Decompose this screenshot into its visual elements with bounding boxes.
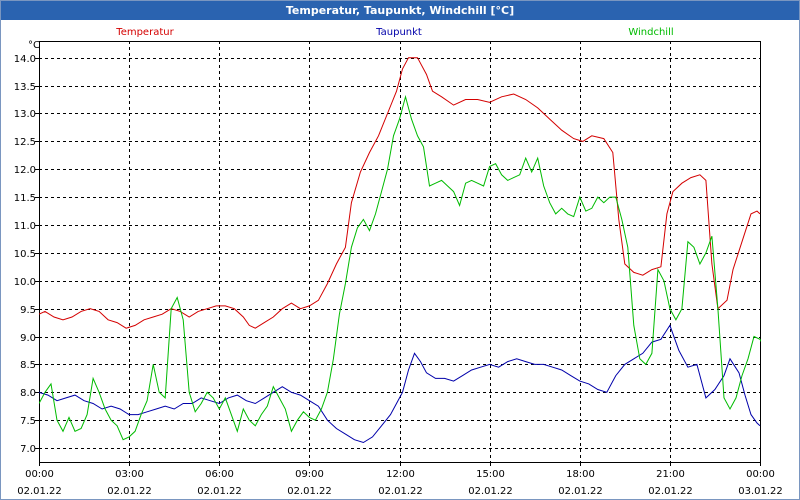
y-tick-label: 11.0 <box>14 221 36 232</box>
x-tick-time-label: 18:00 <box>566 469 595 480</box>
y-tick-label: 8.5 <box>20 360 36 371</box>
y-tick-label: 13.5 <box>14 82 36 93</box>
plot-border <box>39 41 761 463</box>
x-tick-date-label: 02.01.22 <box>558 486 603 497</box>
x-tick-time-label: 03:00 <box>115 469 144 480</box>
series-lines <box>39 57 761 444</box>
legend-taupunkt: Taupunkt <box>375 27 422 38</box>
x-tick-date-label: 02.01.22 <box>17 486 62 497</box>
x-tick-time-label: 00:00 <box>746 469 775 480</box>
y-tick-label: 10.0 <box>14 277 36 288</box>
x-tick-time-label: 15:00 <box>476 469 505 480</box>
x-tick-time-label: 00:00 <box>25 469 54 480</box>
x-tick-time-label: 12:00 <box>386 469 415 480</box>
y-tick-label: 14.0 <box>14 54 36 65</box>
x-tick-time-label: 09:00 <box>295 469 324 480</box>
y-tick-label: 11.5 <box>14 193 36 204</box>
y-tick-label: 13.0 <box>14 109 36 120</box>
x-tick-date-label: 02.01.22 <box>197 486 242 497</box>
x-tick-date-label: 02.01.22 <box>107 486 152 497</box>
series-line-taupunkt <box>39 324 761 444</box>
y-tick-label: 12.0 <box>14 165 36 176</box>
y-tick-label: 9.5 <box>20 305 36 316</box>
legend: Temperatur Taupunkt Windchill <box>115 27 673 38</box>
axes <box>35 41 761 466</box>
y-tick-label: 7.5 <box>20 416 36 427</box>
series-line-windchill <box>39 94 761 441</box>
x-tick-date-label: 02.01.22 <box>648 486 693 497</box>
y-tick-label: 12.5 <box>14 137 36 148</box>
series-line-temperatur <box>39 57 761 329</box>
x-tick-time-label: 06:00 <box>205 469 234 480</box>
x-tick-date-label: 02.01.22 <box>287 486 332 497</box>
grid <box>39 41 760 462</box>
y-axis-label: °C <box>28 40 40 51</box>
x-tick-date-label: 02.01.22 <box>468 486 513 497</box>
tick-labels: 7.0 7.5 8.0 8.5 9.0 9.5 10.0 10.5 11.0 11.5 12.0 12… <box>14 54 783 497</box>
legend-windchill: Windchill <box>628 27 673 38</box>
window-title: Temperatur, Taupunkt, Windchill [°C] <box>1 1 799 20</box>
x-tick-time-label: 21:00 <box>656 469 685 480</box>
x-tick-date-label: 03.01.22 <box>738 486 783 497</box>
y-tick-label: 10.5 <box>14 249 36 260</box>
y-tick-label: 9.0 <box>20 333 36 344</box>
y-tick-label: 7.0 <box>20 444 36 455</box>
y-tick-label: 8.0 <box>20 388 36 399</box>
legend-temperatur: Temperatur <box>115 27 174 38</box>
x-tick-date-label: 02.01.22 <box>378 486 423 497</box>
